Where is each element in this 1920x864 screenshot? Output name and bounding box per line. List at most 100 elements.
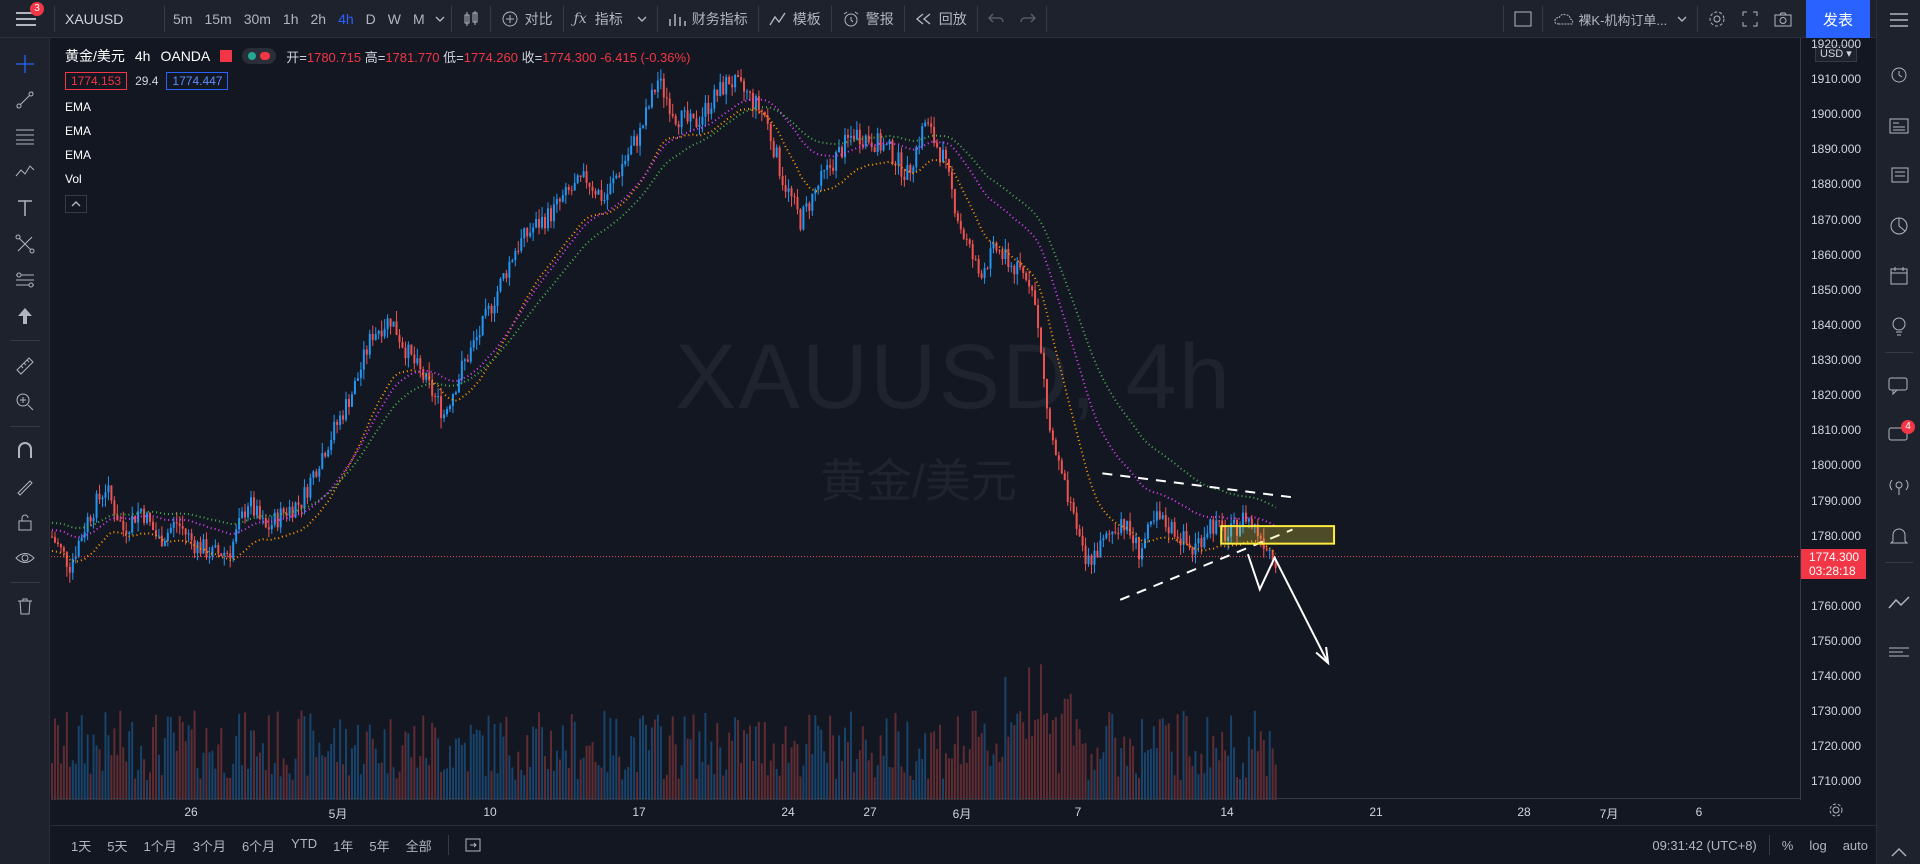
symbol-title[interactable]: 黄金/美元 — [65, 48, 125, 64]
chart-style-button[interactable] — [454, 0, 488, 38]
indicators-button[interactable]: ƒx 指标 — [566, 0, 655, 38]
range-4[interactable]: 6个月 — [241, 838, 276, 854]
pine-button[interactable] — [1887, 640, 1911, 664]
price-chart[interactable] — [51, 38, 1876, 800]
text-tool[interactable] — [13, 196, 37, 220]
alerts-button[interactable] — [1887, 62, 1911, 86]
price-axis[interactable]: USD ▾ 1920.000 1910.000 1900.000 1890.000 18… — [1800, 37, 1876, 800]
market-status[interactable] — [242, 48, 277, 64]
calendar-button[interactable] — [1887, 264, 1911, 288]
indicator-vol[interactable]: Vol — [65, 172, 82, 186]
volume-bar — [431, 722, 434, 800]
currency-select[interactable]: USD ▾ — [1815, 45, 1857, 62]
interval-D[interactable]: D — [365, 10, 376, 27]
percent-toggle[interactable]: % — [1781, 837, 1794, 853]
interval-2h[interactable]: 2h — [310, 10, 327, 27]
interval-dropdown[interactable] — [431, 0, 449, 38]
range-8[interactable]: 全部 — [405, 838, 432, 854]
volume-bar — [814, 715, 817, 800]
axis-settings-button[interactable] — [1828, 802, 1844, 823]
settings-button[interactable] — [1700, 0, 1734, 38]
layout-name-button[interactable]: 裸K-机构订单... — [1545, 0, 1695, 38]
collapse-legend-button[interactable] — [65, 195, 87, 213]
flag-icon[interactable] — [220, 50, 233, 62]
chats-button[interactable] — [1887, 374, 1911, 398]
range-7[interactable]: 5年 — [369, 838, 390, 854]
bid-button[interactable]: 1774.153 — [65, 72, 128, 90]
lock-tool[interactable] — [13, 510, 37, 534]
redo-button[interactable] — [1012, 0, 1044, 38]
interval-15m[interactable]: 15m — [204, 10, 232, 27]
trading-button[interactable] — [1887, 590, 1911, 614]
range-3[interactable]: 3个月 — [192, 838, 226, 854]
drawings — [51, 472, 1800, 666]
magnet-tool[interactable] — [13, 438, 37, 462]
menu-button[interactable]: 3 — [0, 0, 52, 38]
interval-1h[interactable]: 1h — [282, 10, 299, 27]
notifications-button[interactable] — [1887, 524, 1911, 548]
publish-button[interactable]: 发表 — [1806, 0, 1870, 38]
goto-date-button[interactable] — [457, 836, 489, 855]
stay-drawing-tool[interactable] — [13, 474, 37, 498]
volume-bar — [104, 712, 107, 800]
interval-M[interactable]: M — [413, 10, 425, 27]
undo-button[interactable] — [980, 0, 1012, 38]
messages-button[interactable]: 4 — [1887, 420, 1915, 448]
fib-tool[interactable] — [13, 268, 37, 292]
layout-select-button[interactable] — [1506, 0, 1540, 38]
log-toggle[interactable]: log — [1809, 837, 1827, 853]
financials-button[interactable]: 财务指标 — [660, 0, 756, 38]
interval-W[interactable]: W — [387, 10, 401, 27]
replay-button[interactable]: 回放 — [907, 0, 975, 38]
volume-bar — [1108, 711, 1111, 800]
interval-30m[interactable]: 30m — [243, 10, 271, 27]
candle-body — [1176, 536, 1179, 539]
news-button[interactable] — [1887, 114, 1911, 138]
symbol-search[interactable]: XAUUSD — [65, 10, 124, 27]
volume-bar — [333, 728, 336, 800]
data-window-button[interactable] — [1887, 164, 1911, 188]
watchlist-button[interactable] — [1887, 8, 1911, 32]
alert-button[interactable]: 警报 — [834, 0, 902, 38]
alert-label: 警报 — [865, 10, 894, 27]
trendline-tool[interactable] — [13, 88, 37, 112]
templates-button[interactable]: 模板 — [761, 0, 829, 38]
clock-time[interactable]: 09:31:42 (UTC+8) — [1652, 837, 1757, 853]
zigzag-icon — [15, 165, 35, 177]
ruler-tool[interactable] — [13, 354, 37, 378]
volume-bar — [149, 772, 152, 800]
indicator-ema-2[interactable]: EMA — [65, 124, 92, 138]
hotlist-button[interactable] — [1887, 214, 1911, 238]
candle-body — [365, 349, 368, 355]
interval-4h[interactable]: 4h — [338, 10, 354, 27]
range-6[interactable]: 1年 — [333, 838, 354, 854]
zoom-tool[interactable] — [13, 390, 37, 414]
range-0[interactable]: 1天 — [71, 838, 92, 854]
indicator-ema-3[interactable]: EMA — [65, 148, 92, 162]
range-2[interactable]: 1个月 — [143, 838, 177, 854]
volume-bar — [1173, 775, 1176, 800]
candle-body — [882, 144, 885, 151]
delete-tool[interactable] — [13, 594, 37, 618]
compare-button[interactable]: 对比 — [493, 0, 561, 38]
screenshot-button[interactable] — [1766, 0, 1800, 38]
range-5[interactable]: YTD — [291, 835, 318, 851]
indicator-ema-1[interactable]: EMA — [65, 100, 92, 114]
interval-5m[interactable]: 5m — [173, 10, 193, 27]
auto-toggle[interactable]: auto — [1842, 837, 1868, 853]
pattern-tool[interactable] — [13, 160, 37, 184]
expand-panel-button[interactable] — [1887, 840, 1911, 864]
crosshair-tool[interactable] — [13, 52, 37, 76]
horizontal-lines-tool[interactable] — [13, 124, 37, 148]
visibility-tool[interactable] — [13, 546, 37, 570]
ideas-button[interactable] — [1887, 314, 1911, 338]
time-axis[interactable]: 26 5月 10 17 24 27 6月 7 14 21 28 7月 6 — [51, 798, 1800, 824]
fullscreen-button[interactable] — [1734, 0, 1766, 38]
arrow-tool[interactable] — [13, 304, 37, 328]
streams-button[interactable] — [1887, 474, 1911, 498]
volume-bar — [365, 731, 368, 800]
ask-button[interactable]: 1774.447 — [166, 72, 229, 90]
forecast-tool[interactable] — [13, 232, 37, 256]
layout-tools: 裸K-机构订单... — [1501, 0, 1800, 38]
range-1[interactable]: 5天 — [107, 838, 128, 854]
